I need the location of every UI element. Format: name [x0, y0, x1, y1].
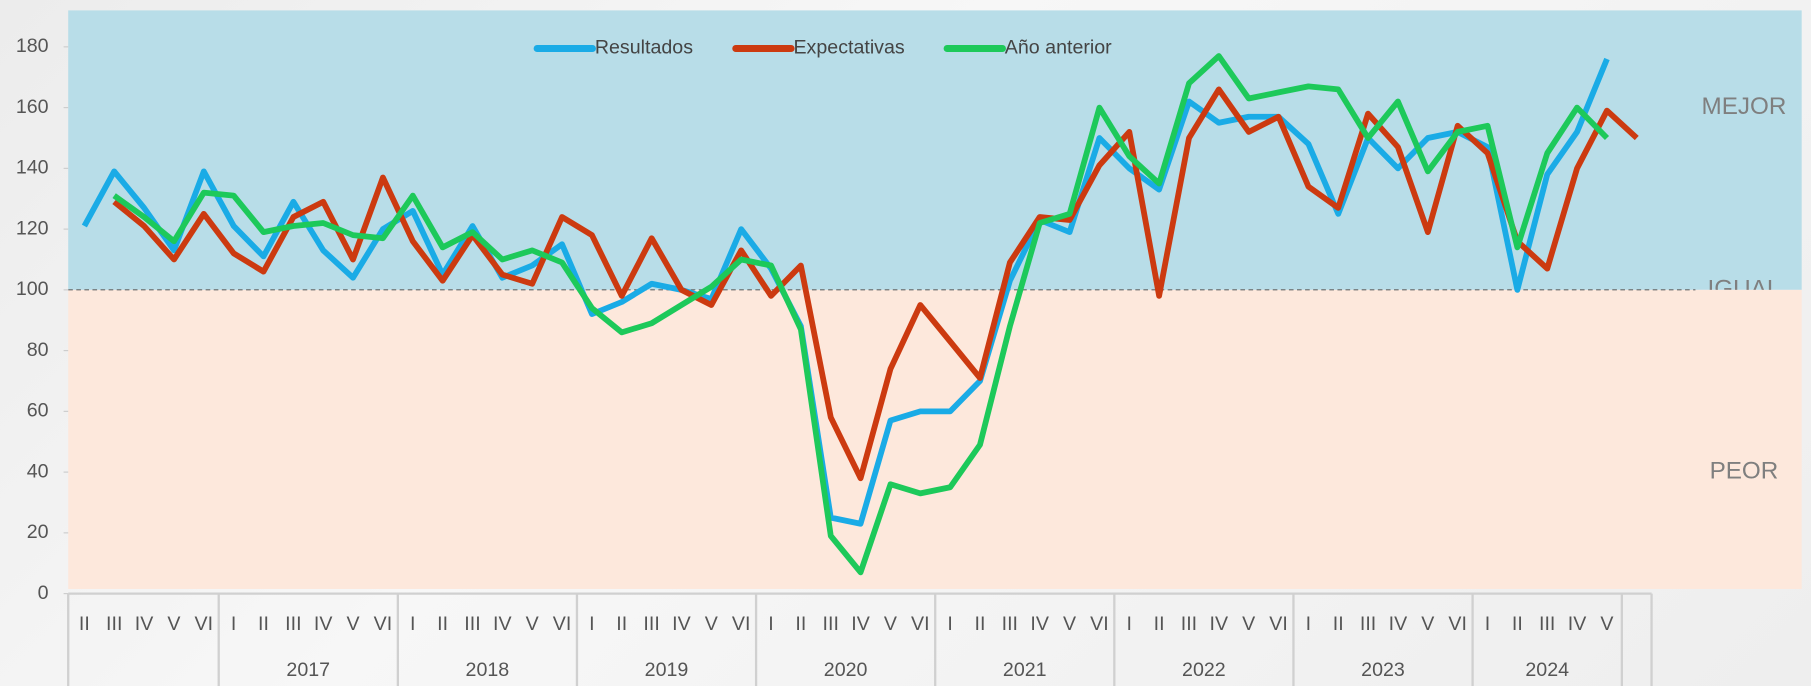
y-tick-label: 140 [16, 157, 49, 179]
x-group-label: 2017 [286, 659, 330, 681]
x-tick-label: IV [851, 613, 870, 635]
x-tick-label: V [1421, 613, 1434, 635]
series-line [112, 86, 1639, 482]
y-tick-label: 0 [38, 582, 49, 604]
x-group-label: 2021 [1003, 659, 1047, 681]
x-tick-label: I [231, 613, 236, 635]
x-tick-label: VI [195, 613, 214, 635]
legend-label: Expectativas [793, 37, 904, 59]
x-tick-label: V [526, 613, 539, 635]
x-tick-label: IV [1389, 613, 1408, 635]
x-tick-label: VI [1448, 613, 1467, 635]
y-tick-label: 20 [27, 521, 49, 543]
y-tick-label: 120 [16, 217, 49, 239]
x-tick-label: II [1333, 613, 1344, 635]
y-tick-label: 80 [27, 339, 49, 361]
x-tick-label: V [1242, 613, 1255, 635]
band-label: PEOR [1710, 458, 1779, 485]
x-tick-label: I [410, 613, 415, 635]
x-tick-label: VI [732, 613, 751, 635]
x-tick-label: III [1360, 613, 1376, 635]
legend-label: Resultados [595, 37, 693, 59]
x-tick-label: II [79, 613, 90, 635]
x-tick-label: IV [314, 613, 333, 635]
x-tick-label: I [1485, 613, 1490, 635]
x-tick-label: V [705, 613, 718, 635]
x-tick-label: III [464, 613, 480, 635]
x-tick-label: III [106, 613, 122, 635]
x-tick-label: VI [911, 613, 930, 635]
x-tick-label: IV [672, 613, 691, 635]
y-tick-label: 40 [27, 460, 49, 482]
x-tick-label: II [437, 613, 448, 635]
x-tick-label: V [167, 613, 180, 635]
x-tick-label: III [643, 613, 659, 635]
x-tick-label: II [1512, 613, 1523, 635]
band [68, 10, 1802, 290]
y-tick-label: 160 [16, 96, 49, 118]
x-tick-label: I [1306, 613, 1311, 635]
x-tick-label: I [589, 613, 594, 635]
x-tick-label: VI [374, 613, 393, 635]
x-tick-label: II [975, 613, 986, 635]
x-tick-label: VI [1090, 613, 1109, 635]
x-tick-label: IV [1568, 613, 1587, 635]
y-tick-label: 100 [16, 278, 49, 300]
x-tick-label: III [1181, 613, 1197, 635]
y-tick-label: 180 [16, 35, 49, 57]
y-tick-label: 60 [27, 400, 49, 422]
x-group-label: 2023 [1361, 659, 1405, 681]
x-tick-label: III [1002, 613, 1018, 635]
band-label: MEJOR [1702, 93, 1787, 120]
x-tick-label: V [1600, 613, 1613, 635]
x-tick-label: II [616, 613, 627, 635]
x-tick-label: VI [1269, 613, 1288, 635]
x-tick-label: III [823, 613, 839, 635]
x-group-label: 2020 [824, 659, 868, 681]
series-line [81, 57, 1610, 527]
x-tick-label: I [768, 613, 773, 635]
band [68, 289, 1802, 589]
x-tick-label: II [1154, 613, 1165, 635]
x-tick-label: III [1539, 613, 1555, 635]
series-line [112, 53, 1610, 576]
x-group-label: 2024 [1525, 659, 1569, 681]
x-tick-label: V [347, 613, 360, 635]
legend-label: Año anterior [1005, 37, 1112, 59]
x-tick-label: IV [493, 613, 512, 635]
x-tick-label: VI [553, 613, 572, 635]
x-tick-label: IV [1210, 613, 1229, 635]
x-tick-label: IV [135, 613, 154, 635]
x-group-label: 2022 [1182, 659, 1226, 681]
x-group-label: 2018 [466, 659, 510, 681]
x-group-label: 2019 [645, 659, 689, 681]
x-tick-label: V [884, 613, 897, 635]
x-tick-label: II [258, 613, 269, 635]
x-tick-label: II [795, 613, 806, 635]
x-tick-label: III [285, 613, 301, 635]
x-tick-label: I [1127, 613, 1132, 635]
x-tick-label: I [947, 613, 952, 635]
x-tick-label: V [1063, 613, 1076, 635]
x-tick-label: IV [1030, 613, 1049, 635]
